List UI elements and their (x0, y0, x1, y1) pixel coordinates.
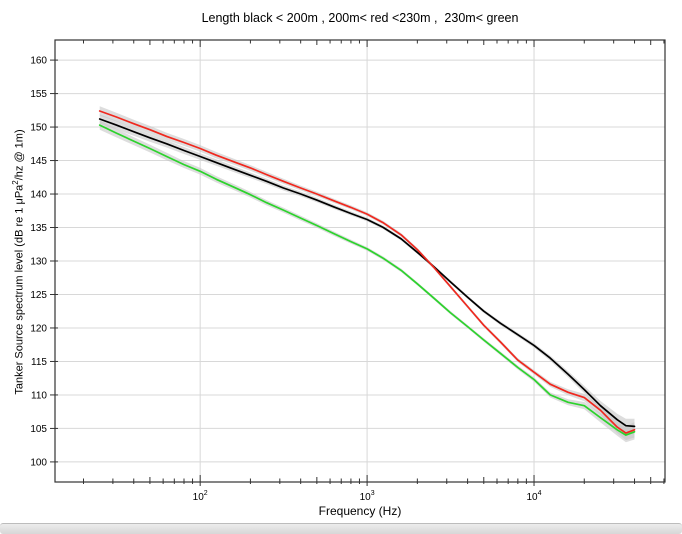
confidence-band (99, 120, 635, 443)
y-tick-label: 155 (30, 89, 47, 100)
x-tick-label: 103 (360, 490, 375, 503)
chart-title: Length black < 200m , 200m< red <230m , … (201, 11, 519, 25)
y-axis-label: Tanker Source spectrum level (dB re 1 μP… (11, 129, 26, 395)
y-tick-label: 160 (30, 56, 47, 67)
y-tick-label: 115 (31, 357, 47, 368)
y-tick-label: 135 (30, 223, 47, 234)
series-line (98, 110, 636, 434)
y-tick-label: 130 (30, 257, 47, 268)
y-tick-label: 105 (30, 424, 47, 435)
y-tick-label: 100 (30, 457, 47, 468)
window-bottom-bar (0, 523, 682, 534)
x-axis-label: Frequency (Hz) (318, 504, 402, 518)
y-tick-label: 120 (30, 323, 47, 334)
x-tick-label: 102 (193, 490, 208, 503)
series-line (98, 118, 636, 428)
y-tick-label: 150 (30, 123, 47, 134)
y-tick-label: 110 (31, 390, 47, 401)
x-tick-label: 104 (527, 490, 542, 503)
y-tick-label: 125 (30, 290, 47, 301)
y-tick-label: 140 (30, 190, 47, 201)
y-tick-label: 145 (30, 156, 47, 167)
series-line (98, 124, 636, 436)
